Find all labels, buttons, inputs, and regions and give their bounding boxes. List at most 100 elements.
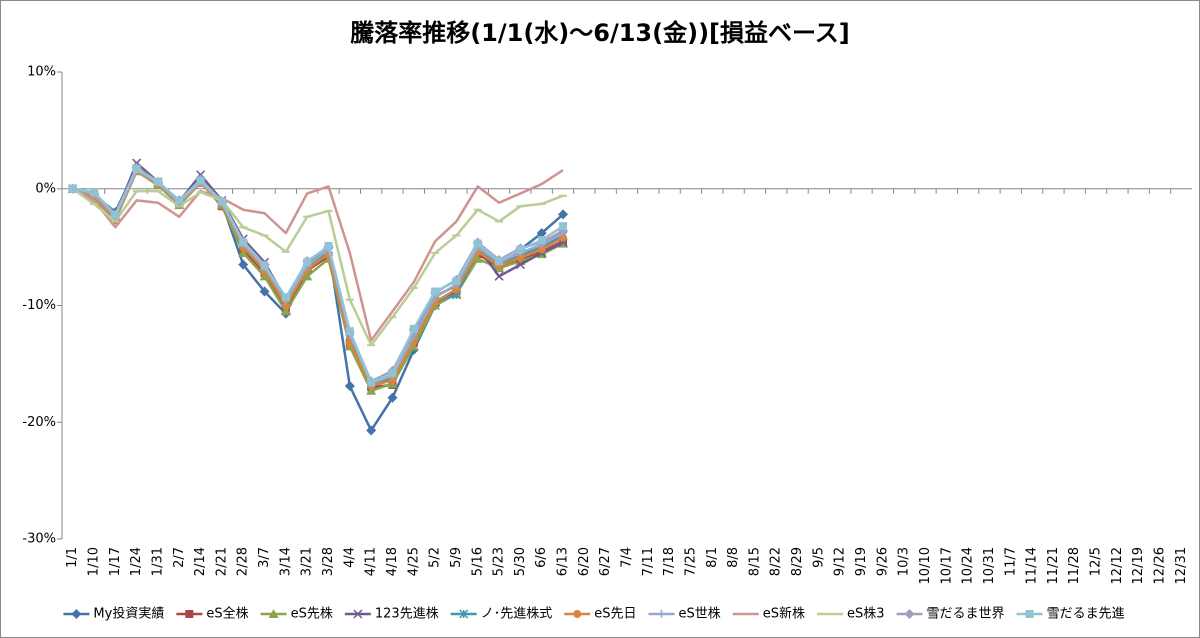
x-tick-label: 3/28: [321, 547, 336, 576]
marker: [259, 286, 270, 297]
x-tick-label: 2/28: [236, 547, 251, 576]
marker: [472, 253, 483, 263]
legend-label: eS新株: [763, 606, 805, 622]
legend-label: My投資実績: [93, 606, 164, 622]
x-tick-label: 8/1: [705, 547, 720, 568]
marker: [344, 381, 355, 392]
marker: [239, 238, 248, 247]
x-tick-label: 5/30: [513, 547, 528, 576]
legend-label: 雪だるま先進: [1047, 607, 1125, 622]
marker: [515, 260, 525, 270]
x-tick-label: 6/27: [598, 547, 613, 576]
marker: [536, 228, 547, 239]
x-tick-label: 2/21: [214, 547, 229, 576]
legend-item: 雪だるま世界: [896, 607, 1005, 622]
legend-item: 123先進株: [344, 607, 439, 622]
legend-item: My投資実績: [63, 606, 164, 622]
marker: [904, 609, 915, 619]
x-tick-label: 8/8: [726, 547, 741, 568]
marker: [238, 247, 249, 257]
marker: [387, 392, 398, 403]
x-tick-label: 5/9: [449, 547, 464, 568]
marker: [345, 327, 354, 336]
x-tick-label: 12/31: [1174, 547, 1189, 584]
marker: [516, 245, 525, 254]
x-tick-label: 12/12: [1110, 547, 1125, 584]
legend-item: 雪だるま先進: [1016, 607, 1125, 622]
marker: [366, 425, 377, 436]
legend-item: eS新株: [732, 606, 805, 622]
marker: [268, 609, 279, 618]
y-tick-label: -20%: [22, 415, 56, 430]
marker: [408, 341, 419, 351]
x-tick-label: 5/2: [428, 547, 443, 568]
x-tick-label: 2/7: [172, 547, 187, 568]
x-tick-label: 8/15: [747, 547, 762, 576]
x-tick-label: 9/26: [875, 547, 890, 576]
x-tick-label: 6/13: [556, 547, 571, 576]
y-tick-label: 10%: [27, 65, 56, 80]
marker: [516, 253, 525, 262]
x-tick-label: 10/10: [918, 547, 933, 584]
x-tick-label: 12/26: [1153, 547, 1168, 584]
marker: [537, 245, 546, 254]
chart-title: 騰落率推移(1/1(水)～6/13(金))[損益ベース]: [350, 19, 850, 47]
x-tick-label: 9/12: [833, 547, 848, 576]
marker: [89, 188, 98, 197]
x-tick-label: 8/29: [790, 547, 805, 576]
x-tick-label: 2/14: [193, 547, 208, 576]
x-tick-label: 4/4: [342, 547, 357, 568]
marker: [388, 376, 397, 385]
marker: [494, 271, 504, 281]
marker: [324, 241, 333, 250]
legend-label: 123先進株: [375, 607, 439, 622]
marker: [302, 271, 313, 281]
legend-item: eS世株: [648, 607, 721, 622]
marker: [388, 369, 397, 378]
legend-label: eS株3: [847, 607, 885, 622]
marker: [281, 293, 290, 302]
x-tick-label: 12/19: [1131, 547, 1146, 584]
marker: [175, 196, 184, 205]
x-tick-label: 6/6: [534, 547, 549, 568]
x-tick-label: 10/3: [897, 547, 912, 576]
x-tick-label: 6/20: [577, 547, 592, 576]
x-tick-label: 3/14: [278, 547, 293, 576]
marker: [452, 276, 461, 285]
legend-label: eS先株: [291, 607, 333, 622]
y-tick-label: -30%: [22, 532, 56, 547]
marker: [558, 209, 569, 220]
marker: [132, 164, 141, 173]
marker: [280, 306, 291, 316]
legend-item: eS先日: [564, 607, 636, 622]
marker: [68, 184, 77, 193]
x-tick-label: 7/11: [641, 547, 656, 576]
marker: [366, 385, 377, 395]
legend-label: eS先日: [594, 607, 636, 622]
y-tick-label: -10%: [22, 298, 56, 313]
marker: [260, 261, 269, 270]
x-tick-label: 10/31: [982, 547, 997, 584]
marker: [573, 610, 582, 618]
marker: [559, 222, 568, 231]
x-tick-label: 3/7: [257, 547, 272, 568]
x-tick-label: 1/31: [150, 547, 165, 576]
x-tick-label: 11/7: [1003, 547, 1018, 576]
x-tick-label: 11/28: [1067, 547, 1082, 584]
y-tick-label: 0%: [35, 181, 56, 196]
legend-item: eS全株: [176, 606, 249, 622]
marker: [259, 271, 270, 281]
x-tick-label: 1/17: [108, 547, 123, 576]
marker: [281, 301, 290, 310]
x-tick-label: 1/24: [129, 547, 144, 576]
marker: [185, 610, 194, 618]
marker: [353, 609, 363, 619]
legend-item: eS株3: [817, 607, 885, 622]
marker: [409, 324, 418, 333]
x-tick-label: 10/17: [939, 547, 954, 584]
marker: [111, 210, 120, 219]
x-tick-label: 9/19: [854, 547, 869, 576]
x-tick-label: 1/10: [86, 547, 101, 576]
